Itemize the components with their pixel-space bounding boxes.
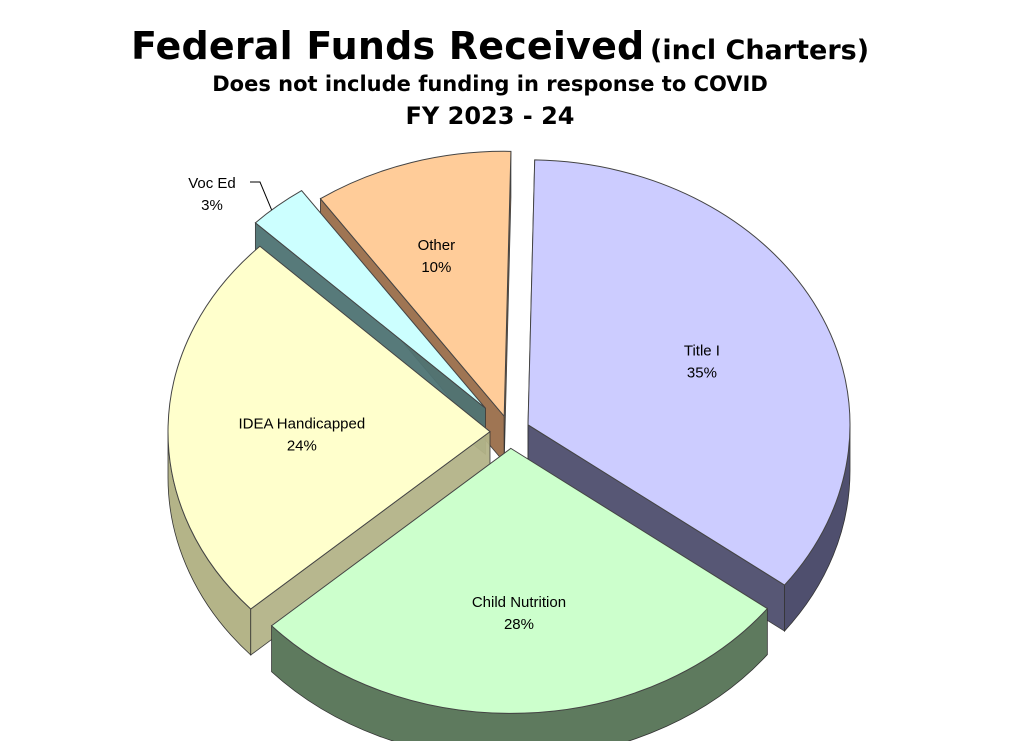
chart-fiscal-year: FY 2023 - 24 xyxy=(405,102,575,130)
slice-label-child-nutrition: Child Nutrition xyxy=(472,594,566,611)
chart-title-main: Federal Funds Received xyxy=(130,24,645,68)
pie-sides xyxy=(167,151,851,741)
pie-slice-title-i xyxy=(527,159,851,586)
chart-title: Federal Funds Received (incl Charters) xyxy=(0,24,1000,68)
chart-subtitle: Does not include funding in response to … xyxy=(212,72,768,96)
pie-slice-child-nutrition xyxy=(270,447,769,714)
slice-percent-title-i: 35% xyxy=(687,365,717,382)
pie-slices xyxy=(167,150,851,714)
pie-slice-other xyxy=(319,150,512,418)
slice-label-other: Other xyxy=(418,237,456,254)
pie-slice-idea-handicapped xyxy=(167,245,491,610)
slice-percent-idea-handicapped: 24% xyxy=(287,437,317,454)
slice-percent-child-nutrition: 28% xyxy=(504,616,534,633)
leader-line-voc-ed xyxy=(250,181,273,211)
slice-label-title-i: Title I xyxy=(684,343,720,360)
slice-label-idea-handicapped: IDEA Handicapped xyxy=(238,415,365,432)
slice-label-voc-ed: Voc Ed xyxy=(188,175,236,192)
slice-percent-other: 10% xyxy=(421,259,451,276)
pie-labels: Title I 35% Child Nutrition 28% IDEA Handica… xyxy=(188,175,720,633)
pie-slice-voc-ed xyxy=(254,189,486,409)
chart-title-paren: (incl Charters) xyxy=(650,35,870,66)
slice-percent-voc-ed: 3% xyxy=(201,197,223,214)
